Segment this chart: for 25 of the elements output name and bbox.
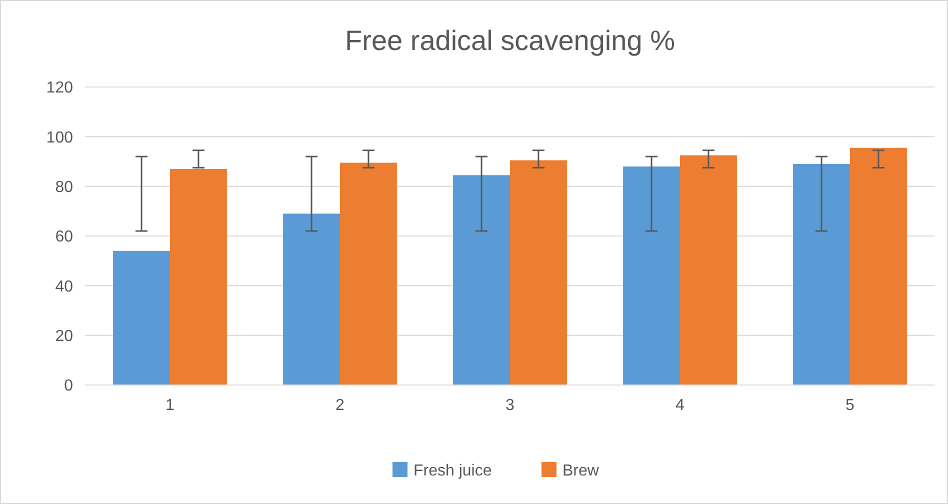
bar xyxy=(510,160,567,385)
y-tick-label: 40 xyxy=(55,278,74,296)
legend-label: Brew xyxy=(562,462,600,480)
bar xyxy=(113,250,170,385)
bar xyxy=(340,162,397,385)
legend-label: Fresh juice xyxy=(414,462,492,480)
bar xyxy=(283,214,340,385)
bar xyxy=(850,148,907,385)
y-tick-label: 0 xyxy=(64,378,74,395)
y-tick-label: 120 xyxy=(46,80,74,97)
x-tick-label: 3 xyxy=(506,397,515,414)
x-tick-label: 2 xyxy=(336,397,345,414)
x-tick-label: 5 xyxy=(846,397,855,414)
y-tick-label: 100 xyxy=(46,129,74,146)
bar xyxy=(793,164,850,385)
bar xyxy=(680,155,737,385)
x-tick-label: 1 xyxy=(166,397,175,414)
y-tick-label: 20 xyxy=(55,328,74,345)
y-tick-label: 60 xyxy=(55,228,74,246)
y-tick-label: 80 xyxy=(55,178,74,196)
x-tick-label: 4 xyxy=(676,397,685,414)
bar xyxy=(170,168,227,385)
bar xyxy=(453,175,510,385)
chart-title: Free radical scavenging % xyxy=(345,25,675,56)
bar xyxy=(623,166,680,385)
